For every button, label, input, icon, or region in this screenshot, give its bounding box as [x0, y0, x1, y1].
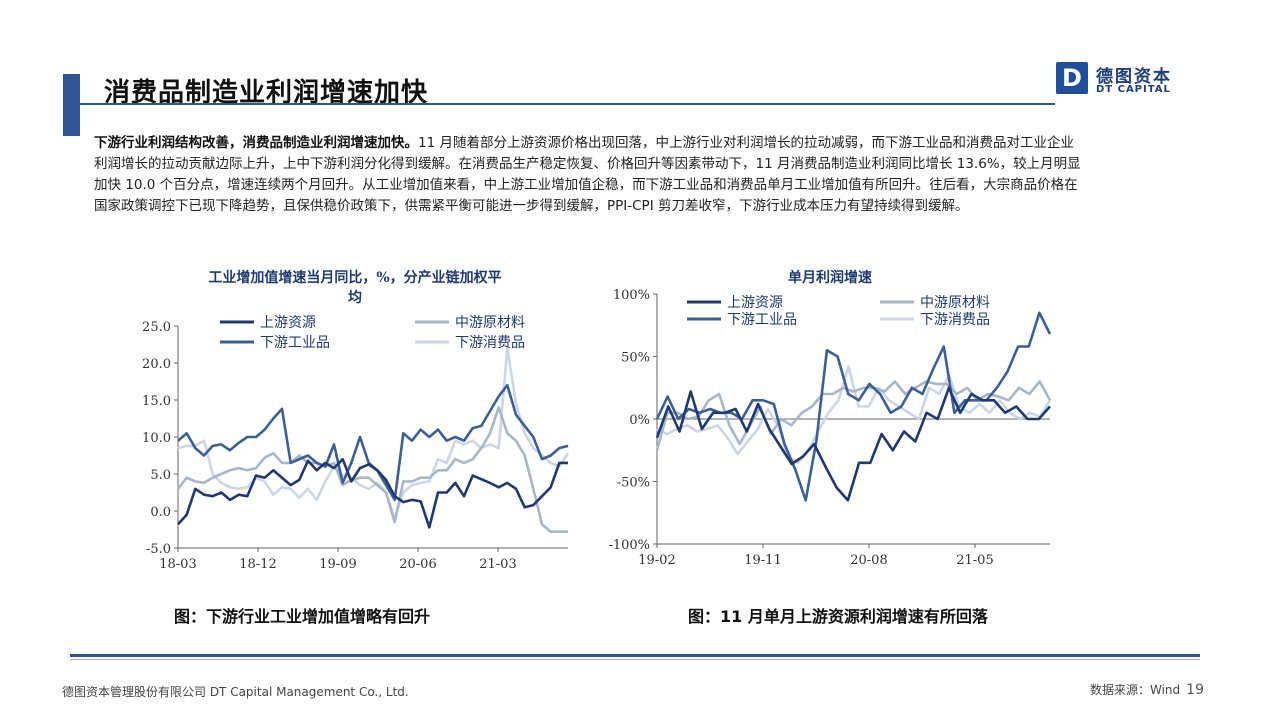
body-text: 11 月随着部分上游资源价格出现回落，中上游行业对利润增长的拉动减弱，而下游工业…: [94, 135, 1081, 214]
chart-monthly-profit-growth: 单月利润增速 100% 50% 0% -50% -100%19-02 19-11 20-08 2…: [608, 269, 1052, 568]
chart-title-line: 工业增加值增速当月同比，%，分产业链加权平: [208, 269, 501, 286]
y-tick-label: -50%: [617, 476, 650, 491]
chart-title-line: 单月利润增速: [788, 269, 872, 286]
footer-company: 德图资本管理股份有限公司 DT Capital Management Co., …: [62, 685, 409, 699]
caption-left-chart: 图：下游行业工业增加值增略有回升: [174, 607, 431, 626]
series-line-2: [655, 380, 1052, 451]
y-tick-label: 15.0: [142, 394, 171, 409]
y-tick-label: 50%: [621, 351, 650, 366]
y-tick-label: 25.0: [142, 320, 171, 335]
legend-label: 下游消费品: [920, 312, 990, 328]
y-tick-label: 5.0: [150, 468, 171, 483]
chart-title-line: 均: [348, 289, 362, 306]
x-tick-label: 19-09: [319, 557, 356, 572]
footer-source-block: 数据来源：Wind 19: [1090, 681, 1204, 698]
company-logo: D 德图资本 DT CAPITAL: [1056, 62, 1196, 98]
x-tick-label: 21-03: [479, 557, 516, 572]
y-tick-label: 100%: [613, 288, 650, 303]
logo-chinese-name: 德图资本: [1096, 67, 1172, 87]
legend-label: 下游消费品: [455, 335, 525, 351]
y-tick-label: 0.0: [150, 505, 171, 520]
logo-mark-icon: D: [1056, 62, 1088, 94]
x-tick-label: 20-08: [850, 553, 887, 568]
x-tick-label: 19-02: [638, 553, 675, 568]
x-tick-label: 18-12: [239, 557, 276, 572]
y-tick-label: 0%: [629, 413, 650, 428]
caption-right-chart: 图：11 月单月上游资源利润增速有所回落: [688, 607, 988, 626]
y-tick-label: -100%: [608, 538, 650, 553]
legend-label: 下游工业品: [260, 335, 330, 351]
title-underline: [80, 103, 1055, 105]
page-number: 19: [1186, 682, 1204, 698]
series-line-4: [656, 365, 1052, 465]
body-lead: 下游行业利润结构改善，消费品制造业利润增速加快。: [94, 135, 418, 151]
y-tick-label: 20.0: [142, 357, 171, 372]
title-accent-bar: [63, 74, 80, 136]
body-paragraph: 下游行业利润结构改善，消费品制造业利润增速加快。11 月随着部分上游资源价格出现…: [94, 133, 1084, 217]
legend-label: 中游原材料: [920, 295, 990, 311]
legend-label: 上游资源: [727, 295, 783, 311]
footer-source: 数据来源：Wind: [1090, 683, 1181, 697]
legend-label: 上游资源: [260, 315, 316, 331]
y-tick-label: -5.0: [146, 542, 171, 557]
legend-label: 下游工业品: [727, 312, 797, 328]
series-line-4: [177, 346, 570, 520]
x-tick-label: 19-11: [744, 553, 781, 568]
series-line-1: [655, 386, 1051, 502]
footer-rule: [70, 654, 1200, 657]
x-tick-label: 21-05: [956, 553, 993, 568]
series-line-2: [176, 406, 568, 534]
legend-label: 中游原材料: [455, 315, 525, 331]
y-tick-label: 10.0: [142, 431, 171, 446]
logo-english-name: DT CAPITAL: [1096, 84, 1171, 95]
x-tick-label: 20-06: [399, 557, 436, 572]
x-tick-label: 18-03: [159, 557, 196, 572]
series-line-3: [655, 311, 1052, 502]
series-line-1: [177, 457, 568, 529]
footer-rule-thin: [70, 659, 1200, 660]
